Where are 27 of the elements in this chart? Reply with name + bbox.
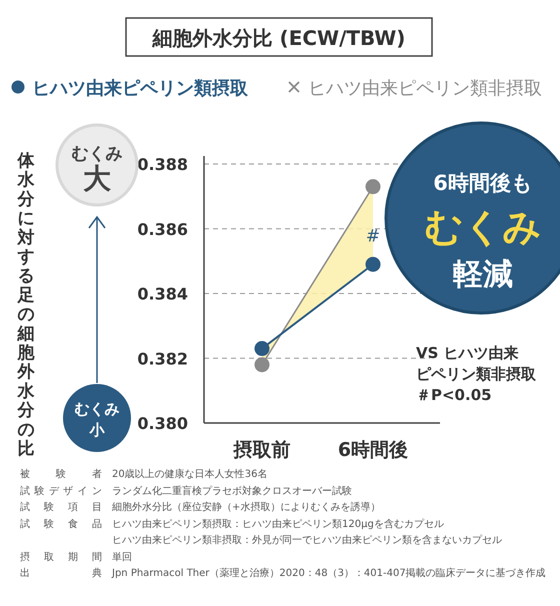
text: 摂取期間 単回 — [20, 550, 133, 564]
text: 大 — [83, 162, 112, 195]
annotation: ＃P<0.05 — [416, 386, 492, 404]
y-tick-label: 0.388 — [137, 155, 188, 174]
text: 試験項目 細胞外水分比（座位安静（+水摂取）によりむくみを誘導） — [20, 500, 382, 515]
text: 軽減 — [453, 257, 513, 292]
chart-title: 細胞外水分比 (ECW/TBW) — [152, 26, 406, 50]
y-tick-label: 0.380 — [137, 414, 188, 433]
annotation: ピペリン類非摂取 — [416, 365, 537, 383]
annotation: # — [366, 226, 380, 247]
text: 小 — [88, 421, 106, 439]
text: 6時間後も — [433, 171, 533, 195]
text: むくみ — [72, 144, 122, 164]
text: 試験食品 ヒハツ由来ピペリン類摂取：ヒハツ由来ピペリン類120μgを含むカプセル — [20, 518, 445, 532]
source-note: 出典 Jpn Pharmacol Ther（薬理と治療）2020：48（3）：401-407掲載の臨床データに基づき作成 — [20, 566, 547, 581]
text: 被験者 20歳以上の健康な日本人女性36名 — [20, 468, 268, 482]
text: 試験デザイン ランダム化二重盲検プラセボ対象クロスオーバー試験 — [20, 484, 353, 498]
y-tick-label: 0.386 — [137, 220, 188, 239]
text: 体水分に対する足の細胞外水分の比 — [18, 151, 34, 459]
annotation: VS ヒハツ由来 — [416, 344, 519, 362]
text: ヒハツ由来ピペリン類非摂取：外見が同一でヒハツ由来ピペリン類を含まないカプセル — [112, 534, 503, 548]
x-tick-label: 6時間後 — [338, 439, 408, 461]
text: むくみ — [74, 400, 120, 418]
x-tick-label: 摂取前 — [232, 439, 290, 461]
annotation: むくみ — [424, 205, 542, 249]
y-tick-label: 0.382 — [137, 349, 188, 368]
y-tick-label: 0.384 — [137, 284, 188, 304]
